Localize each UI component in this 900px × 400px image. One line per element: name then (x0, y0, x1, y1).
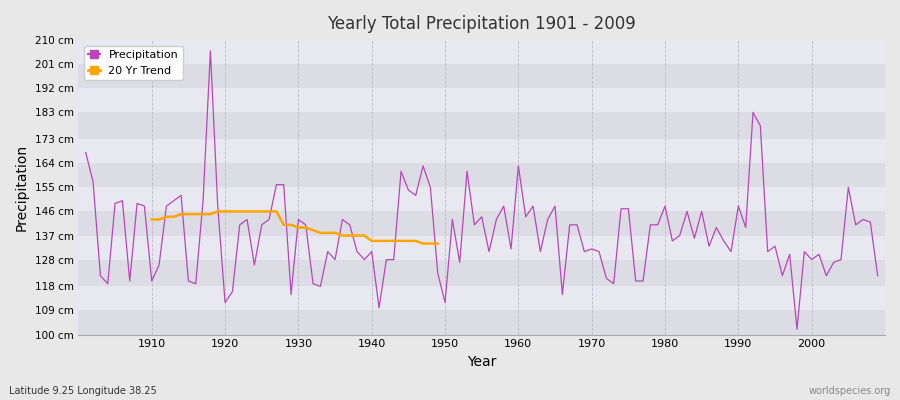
Bar (78, 286, 885, 310)
Bar (78, 236, 885, 260)
Bar (78, 88, 885, 112)
Y-axis label: Precipitation: Precipitation (15, 144, 29, 231)
Bar (78, 212, 885, 236)
Bar (78, 139, 885, 163)
Bar (78, 310, 885, 334)
Text: worldspecies.org: worldspecies.org (809, 386, 891, 396)
X-axis label: Year: Year (467, 355, 497, 369)
Bar (78, 64, 885, 88)
Title: Yearly Total Precipitation 1901 - 2009: Yearly Total Precipitation 1901 - 2009 (328, 15, 636, 33)
Bar (78, 163, 885, 187)
Bar (78, 40, 885, 64)
Text: Latitude 9.25 Longitude 38.25: Latitude 9.25 Longitude 38.25 (9, 386, 157, 396)
Bar (78, 187, 885, 212)
Bar (78, 112, 885, 139)
Legend: Precipitation, 20 Yr Trend: Precipitation, 20 Yr Trend (84, 46, 183, 80)
Bar (78, 260, 885, 286)
